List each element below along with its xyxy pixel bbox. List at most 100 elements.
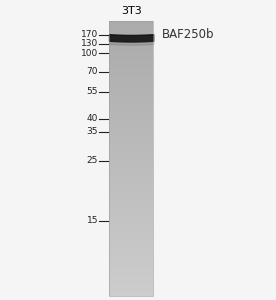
Bar bbox=[109, 48, 153, 50]
Bar bbox=[109, 68, 153, 69]
Bar bbox=[109, 173, 153, 175]
Bar bbox=[109, 165, 153, 166]
Bar bbox=[109, 147, 153, 148]
Bar bbox=[109, 194, 153, 195]
Bar bbox=[109, 113, 153, 114]
Bar bbox=[109, 294, 153, 296]
Bar bbox=[109, 74, 153, 76]
Bar bbox=[109, 169, 153, 171]
Bar bbox=[109, 293, 153, 294]
Bar bbox=[109, 132, 153, 134]
Bar bbox=[109, 278, 153, 279]
Text: 35: 35 bbox=[86, 128, 98, 136]
Bar bbox=[109, 161, 153, 162]
Bar bbox=[109, 171, 153, 172]
Bar bbox=[109, 283, 153, 284]
Bar bbox=[109, 290, 153, 291]
Bar bbox=[109, 162, 153, 164]
Text: 40: 40 bbox=[87, 114, 98, 123]
Bar bbox=[109, 116, 153, 117]
Bar bbox=[109, 76, 153, 77]
Bar bbox=[109, 216, 153, 217]
Bar bbox=[109, 276, 153, 278]
Bar bbox=[109, 238, 153, 239]
Bar bbox=[109, 25, 153, 26]
Bar bbox=[109, 175, 153, 176]
Text: 100: 100 bbox=[81, 49, 98, 58]
Bar bbox=[109, 261, 153, 262]
Bar bbox=[109, 43, 153, 44]
Bar bbox=[109, 152, 153, 153]
Bar bbox=[109, 226, 153, 227]
Bar bbox=[109, 148, 153, 150]
Bar bbox=[109, 155, 153, 157]
Bar bbox=[109, 109, 153, 110]
Bar bbox=[109, 38, 153, 39]
Bar bbox=[109, 77, 153, 79]
Bar bbox=[109, 268, 153, 269]
Bar bbox=[109, 180, 153, 181]
Bar bbox=[109, 245, 153, 246]
Bar bbox=[109, 227, 153, 228]
Text: 25: 25 bbox=[87, 156, 98, 165]
Bar bbox=[109, 100, 153, 102]
Bar bbox=[109, 28, 153, 29]
Bar bbox=[109, 84, 153, 86]
Bar bbox=[109, 213, 153, 214]
Bar bbox=[109, 157, 153, 158]
Bar bbox=[109, 183, 153, 184]
Bar bbox=[109, 231, 153, 232]
Bar bbox=[109, 91, 153, 92]
Bar bbox=[109, 209, 153, 210]
Bar bbox=[109, 44, 153, 46]
Bar bbox=[109, 272, 153, 274]
Bar bbox=[109, 35, 153, 36]
Bar bbox=[109, 22, 153, 24]
Bar bbox=[109, 205, 153, 206]
Text: 70: 70 bbox=[86, 68, 98, 76]
Bar bbox=[109, 142, 153, 143]
Text: 15: 15 bbox=[86, 216, 98, 225]
Bar bbox=[109, 136, 153, 138]
Text: BAF250b: BAF250b bbox=[161, 28, 214, 41]
Bar bbox=[109, 267, 153, 268]
Bar bbox=[109, 193, 153, 194]
Bar bbox=[109, 99, 153, 101]
Bar bbox=[109, 123, 153, 124]
Bar bbox=[109, 36, 153, 38]
Bar bbox=[109, 179, 153, 180]
Bar bbox=[109, 284, 153, 286]
Bar bbox=[109, 69, 153, 70]
Bar bbox=[109, 127, 153, 128]
Bar bbox=[109, 214, 153, 216]
Bar bbox=[109, 105, 153, 106]
Bar bbox=[109, 31, 153, 32]
Bar bbox=[109, 208, 153, 209]
Bar bbox=[109, 107, 153, 109]
Bar bbox=[109, 275, 153, 276]
Bar bbox=[109, 258, 153, 260]
Bar bbox=[109, 176, 153, 178]
Bar bbox=[109, 70, 153, 72]
Bar bbox=[109, 21, 153, 22]
Bar bbox=[109, 172, 153, 173]
Bar bbox=[109, 243, 153, 245]
Bar bbox=[109, 58, 153, 59]
Bar bbox=[109, 256, 153, 257]
Text: 3T3: 3T3 bbox=[121, 6, 142, 16]
Bar bbox=[109, 114, 153, 116]
Bar bbox=[109, 150, 153, 152]
Text: 55: 55 bbox=[86, 87, 98, 96]
Bar bbox=[109, 242, 153, 243]
Bar bbox=[109, 250, 153, 252]
Bar bbox=[109, 21, 153, 296]
Bar bbox=[109, 65, 153, 66]
Bar bbox=[109, 164, 153, 165]
Bar bbox=[109, 160, 153, 161]
Bar bbox=[109, 79, 153, 80]
Bar bbox=[109, 61, 153, 62]
Bar bbox=[109, 24, 153, 25]
Bar bbox=[109, 153, 153, 154]
Bar bbox=[109, 112, 153, 113]
Bar bbox=[109, 206, 153, 208]
